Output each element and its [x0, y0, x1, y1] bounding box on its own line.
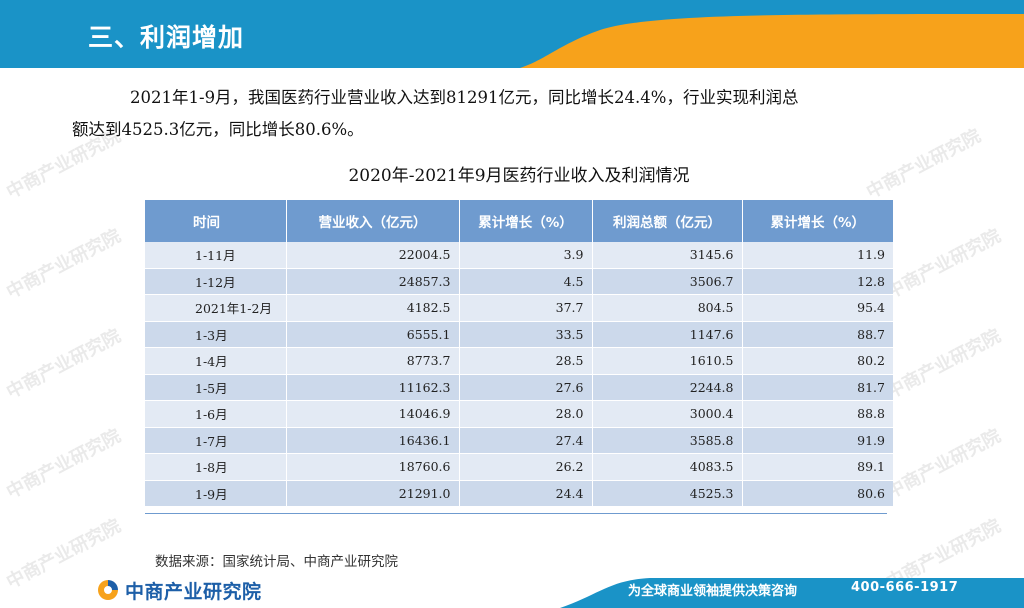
cell-profit: 4525.3	[592, 480, 743, 507]
intro-paragraph: 2021年1-9月，我国医药行业营业收入达到81291亿元，同比增长24.4%，…	[72, 82, 930, 146]
cell-revenue: 18760.6	[286, 453, 460, 481]
cell-revenue-growth: 28.0	[459, 400, 593, 428]
column-header-period: 时间	[145, 200, 287, 242]
table-row: 1-6月 14046.9 28.0 3000.4 88.8	[145, 400, 893, 428]
cell-period: 1-4月	[145, 347, 287, 375]
header-banner: 三、利润增加	[0, 0, 1024, 68]
cell-profit: 1147.6	[592, 321, 743, 348]
column-header-revenue: 营业收入（亿元）	[286, 200, 460, 242]
cell-period: 1-7月	[145, 427, 287, 454]
footer-bar	[0, 574, 1024, 608]
column-header-revenue-growth: 累计增长（%）	[459, 200, 593, 242]
cell-profit: 3585.8	[592, 427, 743, 454]
watermark: 中商产业研究院	[3, 225, 125, 304]
cell-profit: 2244.8	[592, 374, 743, 401]
table-row: 1-11月 22004.5 3.9 3145.6 11.9	[145, 242, 893, 269]
table-row: 1-9月 21291.0 24.4 4525.3 80.6	[145, 480, 893, 507]
brand-logo-text: 中商产业研究院	[125, 580, 262, 603]
cell-period: 1-8月	[145, 453, 287, 481]
header-shape	[0, 0, 1024, 68]
cell-profit-growth: 80.2	[742, 347, 893, 375]
table-row: 1-5月 11162.3 27.6 2244.8 81.7	[145, 374, 893, 401]
table-row: 1-12月 24857.3 4.5 3506.7 12.8	[145, 268, 893, 295]
cell-revenue: 22004.5	[286, 242, 460, 269]
cell-profit: 3145.6	[592, 242, 743, 269]
cell-revenue: 8773.7	[286, 347, 460, 375]
cell-period: 2021年1-2月	[145, 294, 287, 322]
cell-revenue-growth: 4.5	[459, 268, 593, 295]
table-title: 2020年-2021年9月医药行业收入及利润情况	[348, 166, 690, 186]
cell-profit-growth: 81.7	[742, 374, 893, 401]
cell-revenue: 21291.0	[286, 480, 460, 507]
cell-revenue-growth: 26.2	[459, 453, 593, 481]
cell-profit: 1610.5	[592, 347, 743, 375]
footer-slogan: 为全球商业领袖提供决策咨询	[628, 584, 798, 599]
intro-line-1: 2021年1-9月，我国医药行业营业收入达到81291亿元，同比增长24.4%，…	[130, 88, 799, 107]
cell-period: 1-12月	[145, 268, 287, 295]
data-source-note: 数据来源：国家统计局、中商产业研究院	[155, 554, 398, 570]
watermark: 中商产业研究院	[883, 425, 1005, 504]
brand-logo-icon	[98, 580, 118, 600]
cell-period: 1-9月	[145, 480, 287, 507]
cell-profit-growth: 12.8	[742, 268, 893, 295]
footer-shape	[560, 578, 1024, 608]
intro-line-2: 额达到4525.3亿元，同比增长80.6%。	[72, 120, 364, 139]
cell-profit-growth: 80.6	[742, 480, 893, 507]
cell-revenue: 14046.9	[286, 400, 460, 428]
footer-phone: 400-666-1917	[851, 580, 959, 595]
watermark: 中商产业研究院	[883, 225, 1005, 304]
cell-profit-growth: 11.9	[742, 242, 893, 269]
table-row: 1-3月 6555.1 33.5 1147.6 88.7	[145, 321, 893, 348]
cell-profit-growth: 88.8	[742, 400, 893, 428]
table-row: 2021年1-2月 4182.5 37.7 804.5 95.4	[145, 294, 893, 322]
cell-revenue-growth: 28.5	[459, 347, 593, 375]
cell-revenue-growth: 24.4	[459, 480, 593, 507]
cell-revenue-growth: 37.7	[459, 294, 593, 322]
cell-profit-growth: 88.7	[742, 321, 893, 348]
cell-profit: 3000.4	[592, 400, 743, 428]
cell-revenue: 6555.1	[286, 321, 460, 348]
divider-line	[145, 513, 887, 514]
column-header-profit-growth: 累计增长（%）	[742, 200, 893, 242]
table-row: 1-4月 8773.7 28.5 1610.5 80.2	[145, 347, 893, 375]
table-header-row: 时间 营业收入（亿元） 累计增长（%） 利润总额（亿元） 累计增长（%）	[145, 200, 893, 242]
watermark: 中商产业研究院	[3, 425, 125, 504]
cell-revenue: 24857.3	[286, 268, 460, 295]
column-header-profit: 利润总额（亿元）	[592, 200, 743, 242]
cell-revenue-growth: 27.4	[459, 427, 593, 454]
cell-revenue: 11162.3	[286, 374, 460, 401]
revenue-profit-table: 时间 营业收入（亿元） 累计增长（%） 利润总额（亿元） 累计增长（%） 1-1…	[145, 200, 893, 507]
cell-revenue-growth: 3.9	[459, 242, 593, 269]
cell-profit-growth: 89.1	[742, 453, 893, 481]
cell-revenue-growth: 27.6	[459, 374, 593, 401]
page-title: 三、利润增加	[88, 23, 245, 52]
cell-profit: 804.5	[592, 294, 743, 322]
cell-profit-growth: 95.4	[742, 294, 893, 322]
cell-profit: 3506.7	[592, 268, 743, 295]
cell-period: 1-5月	[145, 374, 287, 401]
watermark: 中商产业研究院	[883, 325, 1005, 404]
cell-period: 1-3月	[145, 321, 287, 348]
cell-period: 1-6月	[145, 400, 287, 428]
cell-revenue: 4182.5	[286, 294, 460, 322]
table-row: 1-8月 18760.6 26.2 4083.5 89.1	[145, 453, 893, 481]
cell-profit: 4083.5	[592, 453, 743, 481]
cell-period: 1-11月	[145, 242, 287, 269]
brand-logo: 中商产业研究院	[95, 577, 262, 603]
table-row: 1-7月 16436.1 27.4 3585.8 91.9	[145, 427, 893, 454]
watermark: 中商产业研究院	[3, 325, 125, 404]
cell-revenue: 16436.1	[286, 427, 460, 454]
cell-profit-growth: 91.9	[742, 427, 893, 454]
cell-revenue-growth: 33.5	[459, 321, 593, 348]
